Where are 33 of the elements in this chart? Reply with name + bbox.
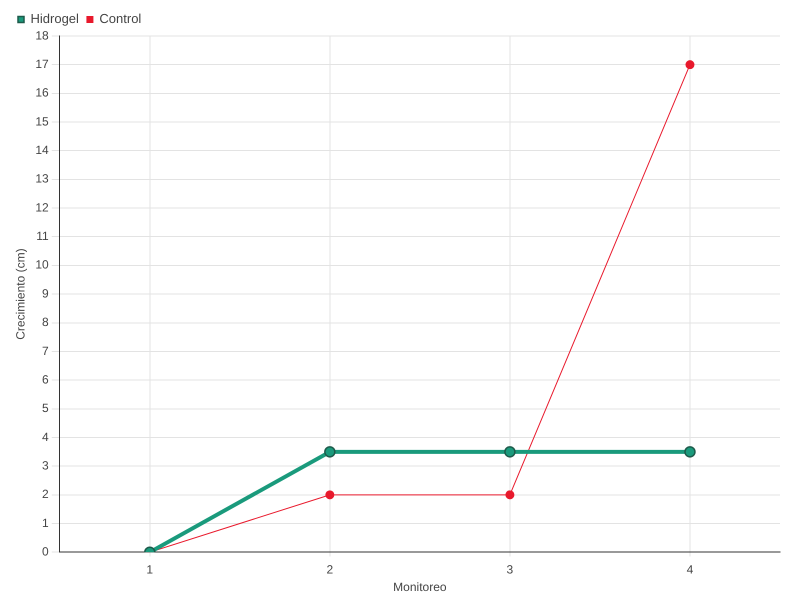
y-tick-label: 1: [42, 516, 50, 530]
y-tick-label: 0: [42, 544, 50, 559]
point: [324, 446, 336, 458]
y-tick-label: 16: [35, 86, 50, 100]
x-axis-title: Monitoreo: [393, 580, 447, 594]
y-tick-label: 4: [42, 430, 50, 444]
legend-label: Hidrogel: [30, 11, 80, 26]
point: [504, 446, 516, 458]
x-tick-label: 4: [686, 562, 694, 577]
y-tick-label: 3: [42, 458, 50, 472]
y-tick-label: 18: [35, 28, 50, 42]
x-tick-label: 3: [506, 562, 514, 577]
point: [325, 490, 334, 500]
y-tick-label: 14: [35, 143, 50, 158]
x-tick-label: 1: [146, 562, 154, 577]
point: [684, 446, 696, 458]
y-tick-label: 6: [42, 372, 50, 386]
y-tick-label: 13: [35, 172, 50, 186]
y-tick-label: 2: [42, 487, 50, 502]
point: [685, 60, 694, 70]
y-tick-label: 12: [35, 200, 50, 214]
y-tick-label: 5: [42, 401, 50, 416]
y-tick-label: 11: [36, 229, 50, 244]
x-tick-label: 2: [326, 562, 334, 577]
y-tick-label: 17: [35, 56, 50, 71]
point: [505, 490, 514, 500]
y-tick-label: 8: [42, 315, 50, 330]
y-tick-label: 10: [35, 258, 50, 272]
y-tick-label: 15: [35, 114, 50, 128]
y-tick-label: 9: [42, 286, 50, 300]
y-tick-label: 7: [42, 344, 50, 358]
y-axis-title: Crecimiento (cm): [14, 248, 28, 340]
legend-label: Control: [99, 11, 142, 26]
